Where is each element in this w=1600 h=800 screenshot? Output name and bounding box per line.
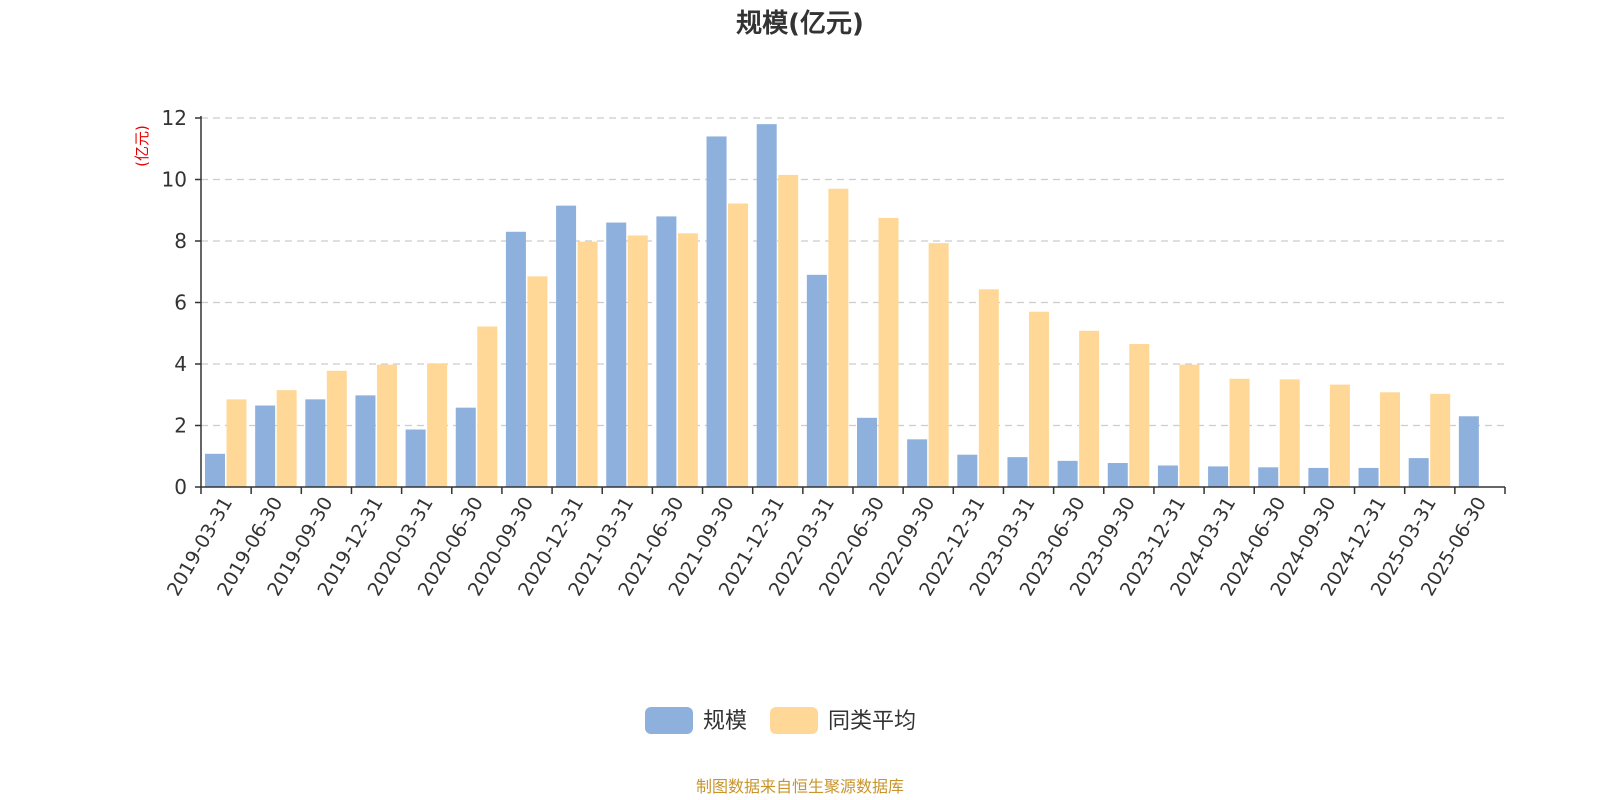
bar-scale	[1358, 467, 1379, 487]
legend: 规模 同类平均	[645, 707, 916, 734]
bar-scale	[706, 136, 727, 487]
y-tick-label: 8	[174, 229, 187, 253]
bar-peer-average	[1430, 393, 1451, 487]
bar-scale	[1408, 458, 1429, 487]
bar-peer-average	[1380, 392, 1401, 487]
y-tick-label: 4	[174, 352, 187, 376]
bar-peer-average	[1229, 378, 1250, 487]
y-tick-label: 2	[174, 414, 187, 438]
y-tick-label: 0	[174, 475, 187, 499]
bar-peer-average	[1079, 330, 1100, 487]
legend-swatch	[770, 707, 818, 734]
bar-peer-average	[728, 203, 749, 488]
bar-scale	[1458, 416, 1479, 487]
x-tick-labels: 2019-03-312019-06-302019-09-302019-12-31…	[163, 487, 1506, 600]
bar-scale	[205, 453, 225, 487]
bar-peer-average	[226, 399, 247, 487]
legend-swatch	[645, 707, 693, 734]
y-tick-label: 12	[162, 106, 187, 130]
bar-peer-average	[627, 235, 648, 487]
chart-title: 规模(亿元)	[736, 9, 864, 39]
bar-scale	[255, 405, 276, 487]
bar-peer-average	[326, 370, 347, 487]
bar-scale	[1308, 467, 1329, 487]
bar-scale	[305, 399, 326, 487]
bar-peer-average	[376, 364, 397, 487]
legend-label: 同类平均	[828, 709, 916, 734]
bar-peer-average	[427, 363, 448, 487]
bar-peer-average	[1129, 344, 1150, 487]
bar-scale	[1258, 467, 1279, 487]
bar-scale	[556, 205, 577, 487]
bars	[205, 124, 1479, 488]
bar-peer-average	[477, 326, 498, 487]
bar-peer-average	[778, 174, 799, 487]
bar-scale	[1007, 457, 1028, 487]
bar-scale	[355, 395, 376, 487]
legend-label: 规模	[703, 709, 747, 734]
bar-scale	[1208, 466, 1229, 487]
bar-peer-average	[276, 390, 297, 487]
bar-scale	[1107, 463, 1128, 487]
bar-peer-average	[527, 276, 548, 487]
bar-scale	[1057, 460, 1078, 487]
bar-peer-average	[1028, 311, 1049, 487]
y-axis-unit-label: (亿元)	[133, 125, 151, 167]
bar-peer-average	[978, 289, 999, 487]
bar-peer-average	[677, 233, 698, 487]
bar-peer-average	[1279, 379, 1300, 487]
bar-scale	[656, 216, 677, 487]
bar-scale	[957, 454, 978, 487]
bar-peer-average	[577, 241, 598, 487]
y-tick-label: 10	[162, 168, 187, 192]
bar-peer-average	[828, 188, 849, 487]
bar-scale	[907, 439, 928, 487]
y-tick-labels: 0 2 4 6 8 10 12	[162, 106, 201, 499]
bar-scale	[606, 222, 627, 488]
bar-peer-average	[1329, 384, 1350, 487]
bar-scale	[455, 407, 476, 487]
bar-scale	[806, 274, 827, 487]
y-tick-label: 6	[174, 291, 187, 315]
bar-peer-average	[878, 217, 899, 487]
source-note: 制图数据来自恒生聚源数据库	[696, 777, 904, 796]
bar-scale	[1157, 465, 1178, 487]
bar-scale	[857, 417, 877, 487]
bar-scale	[405, 429, 426, 487]
bar-peer-average	[928, 243, 949, 487]
bar-scale	[505, 231, 526, 487]
bar-peer-average	[1179, 364, 1200, 487]
bar-scale	[756, 124, 777, 488]
